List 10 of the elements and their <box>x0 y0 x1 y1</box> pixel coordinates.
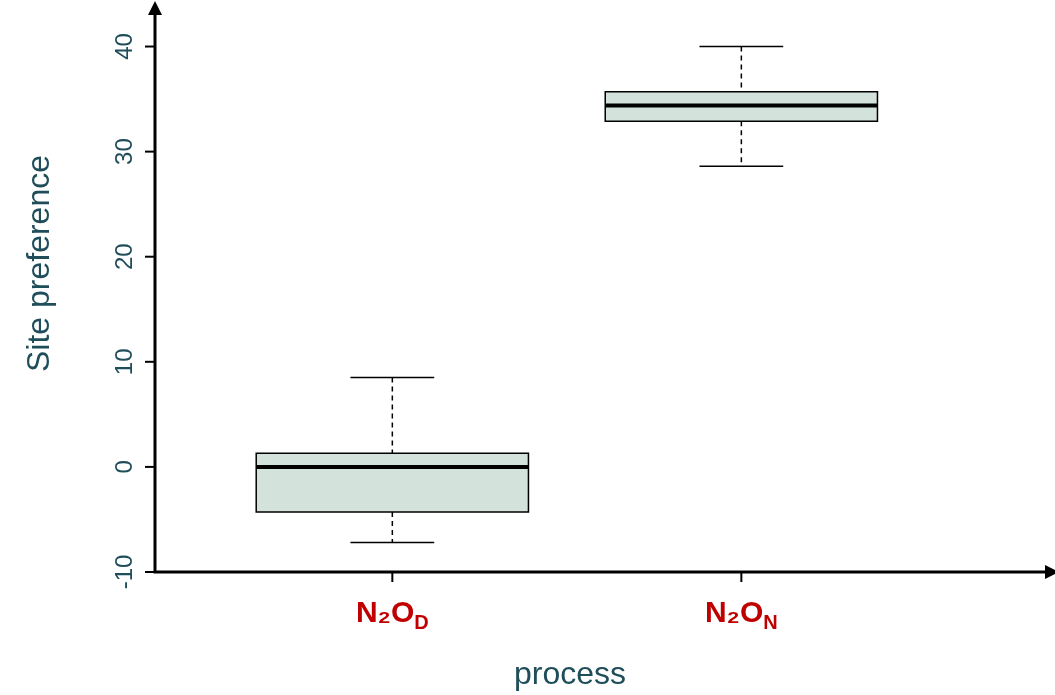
x-tick-label: N₂O$_{N}$ <box>704 595 778 634</box>
y-tick-label: 10 <box>109 348 137 376</box>
y-axis-title: Site preference <box>19 154 56 373</box>
x-axis-title: process <box>513 655 627 692</box>
y-tick-label: 20 <box>109 243 137 271</box>
x-tick-label: N₂O$_{D}$ <box>355 595 429 634</box>
y-tick-label: 40 <box>109 33 137 60</box>
y-tick-label: 0 <box>109 460 137 474</box>
y-tick-label: 30 <box>109 138 137 165</box>
y-tick-label: -10 <box>109 554 137 590</box>
